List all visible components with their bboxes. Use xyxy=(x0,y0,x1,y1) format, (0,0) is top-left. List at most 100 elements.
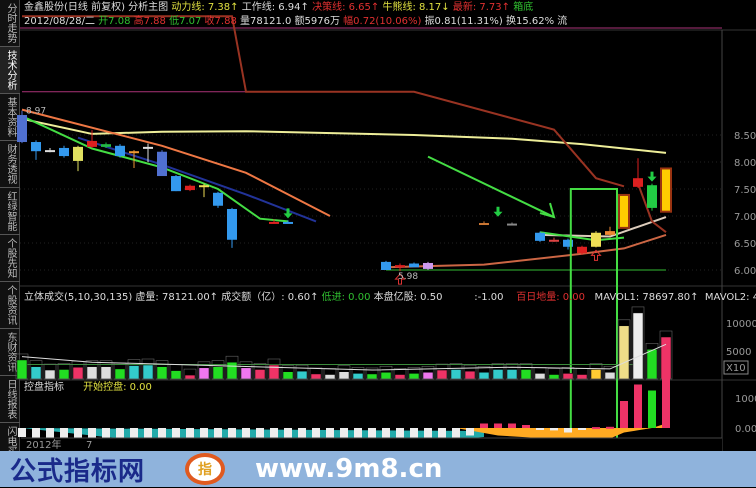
volume-bar-outline xyxy=(15,353,29,380)
sidebar-tab[interactable]: 个股先知 xyxy=(0,235,20,282)
candle-body xyxy=(59,147,69,157)
header-field: 决策线: 6.65↑ xyxy=(312,2,383,13)
candle-body xyxy=(549,239,559,242)
price-tick-label: 8.00 xyxy=(734,158,756,169)
candle-body xyxy=(45,150,55,153)
sidebar-tab[interactable]: 日线报表 xyxy=(0,376,20,423)
volume-bar-outline xyxy=(561,367,575,380)
candle-body xyxy=(17,115,27,143)
volume-bar xyxy=(282,371,294,380)
candle xyxy=(535,231,545,242)
candle-body xyxy=(31,142,41,152)
sidebar-tab[interactable]: 个股资讯 xyxy=(0,282,20,329)
volume-bar xyxy=(212,366,224,380)
candle-border xyxy=(618,193,630,229)
volume-bar-outline xyxy=(337,365,351,380)
watermark-site-name: 公式指标网 xyxy=(10,456,146,487)
candle-body xyxy=(115,145,125,157)
volume-bar-outline xyxy=(309,367,323,380)
control-bar xyxy=(592,427,600,430)
control-bar xyxy=(480,423,488,428)
header-field: 低7.07 xyxy=(169,16,205,27)
control-bar xyxy=(620,401,628,428)
down-arrow-icon xyxy=(283,208,293,219)
volume-bar xyxy=(562,373,574,380)
sidebar-tab[interactable]: 技术分析 xyxy=(0,47,20,94)
candle-body xyxy=(661,168,671,212)
volume-bar xyxy=(352,373,364,380)
candle xyxy=(633,158,643,188)
candle xyxy=(269,219,279,224)
volume-bar xyxy=(492,369,504,380)
volume-bar-outline xyxy=(463,364,477,380)
candle-body xyxy=(129,151,139,154)
unit-box xyxy=(723,360,749,375)
control-bar xyxy=(662,378,670,428)
volume-bar-outline xyxy=(589,363,603,380)
candle xyxy=(73,145,83,172)
volume-bar-outline xyxy=(225,355,239,380)
control-bar xyxy=(648,390,656,428)
moving-average-line xyxy=(21,108,331,217)
volume-bar xyxy=(534,373,546,380)
candle xyxy=(577,245,587,255)
volume-unit-label: X10 xyxy=(726,363,746,374)
volume-bar xyxy=(338,371,350,380)
header-field: 立体成交(5,10,30,135) xyxy=(24,292,136,303)
header-field: 虚量: 78121.00↑ xyxy=(135,292,222,303)
candle xyxy=(647,183,657,211)
volume-bar-outline xyxy=(645,343,659,380)
sidebar-tab[interactable]: 基本资料 xyxy=(0,94,20,141)
header-field: 振0.81(11.31%) xyxy=(424,16,506,27)
candle xyxy=(185,184,195,192)
time-axis-strip xyxy=(21,438,722,451)
sidebar-tab[interactable]: 东财资讯 xyxy=(0,329,20,376)
sidebar-tab[interactable]: 财务透视 xyxy=(0,141,20,188)
candle-body xyxy=(269,221,279,224)
volume-bar xyxy=(254,369,266,380)
moving-average-line xyxy=(637,183,667,233)
candle-body xyxy=(409,263,419,268)
candle xyxy=(101,142,111,148)
volume-bar-outline xyxy=(267,358,281,380)
volume-bar xyxy=(86,366,98,380)
volume-bar-outline xyxy=(393,368,407,380)
volume-bar-outline xyxy=(435,363,449,380)
control-bar xyxy=(578,428,586,430)
volume-bar xyxy=(142,364,154,380)
candle-body xyxy=(101,144,111,147)
volume-bar-outline xyxy=(295,364,309,380)
candle-body xyxy=(535,232,545,241)
header-field: 牛熊线: 8.17↓ xyxy=(382,2,453,13)
price-tick-label: 7.50 xyxy=(734,185,756,196)
sidebar-tab[interactable]: 红绿智能 xyxy=(0,188,20,235)
candle xyxy=(171,174,181,192)
volume-bar xyxy=(618,325,630,380)
control-tick-label: 0.00 xyxy=(735,424,756,435)
candle xyxy=(87,130,97,148)
volume-bar xyxy=(380,372,392,380)
control-bar xyxy=(606,426,614,429)
control-bar xyxy=(494,423,502,428)
volume-bar-outline xyxy=(407,367,421,380)
volume-bar xyxy=(464,370,476,380)
sidebar-tab[interactable]: 分时走势 xyxy=(0,0,20,47)
volume-bar xyxy=(422,372,434,380)
candle-body xyxy=(199,185,209,188)
header-field: 动力线: 7.38↑ xyxy=(171,2,242,13)
candle-body xyxy=(283,221,293,224)
control-bar xyxy=(144,428,152,446)
candle-body xyxy=(619,194,629,228)
candle xyxy=(17,110,27,144)
volume-bar-outline xyxy=(351,367,365,380)
volume-bar xyxy=(226,361,238,380)
volume-bar-outline xyxy=(491,363,505,380)
volume-bar-outline xyxy=(519,363,533,380)
candle xyxy=(409,262,419,268)
price-tick-label: 8.50 xyxy=(734,131,756,142)
header-field: 工作线: 6.94↑ xyxy=(241,2,313,13)
volume-ma-line xyxy=(21,343,667,371)
volume-bar xyxy=(436,369,448,380)
volume-bar-outline xyxy=(141,358,155,380)
